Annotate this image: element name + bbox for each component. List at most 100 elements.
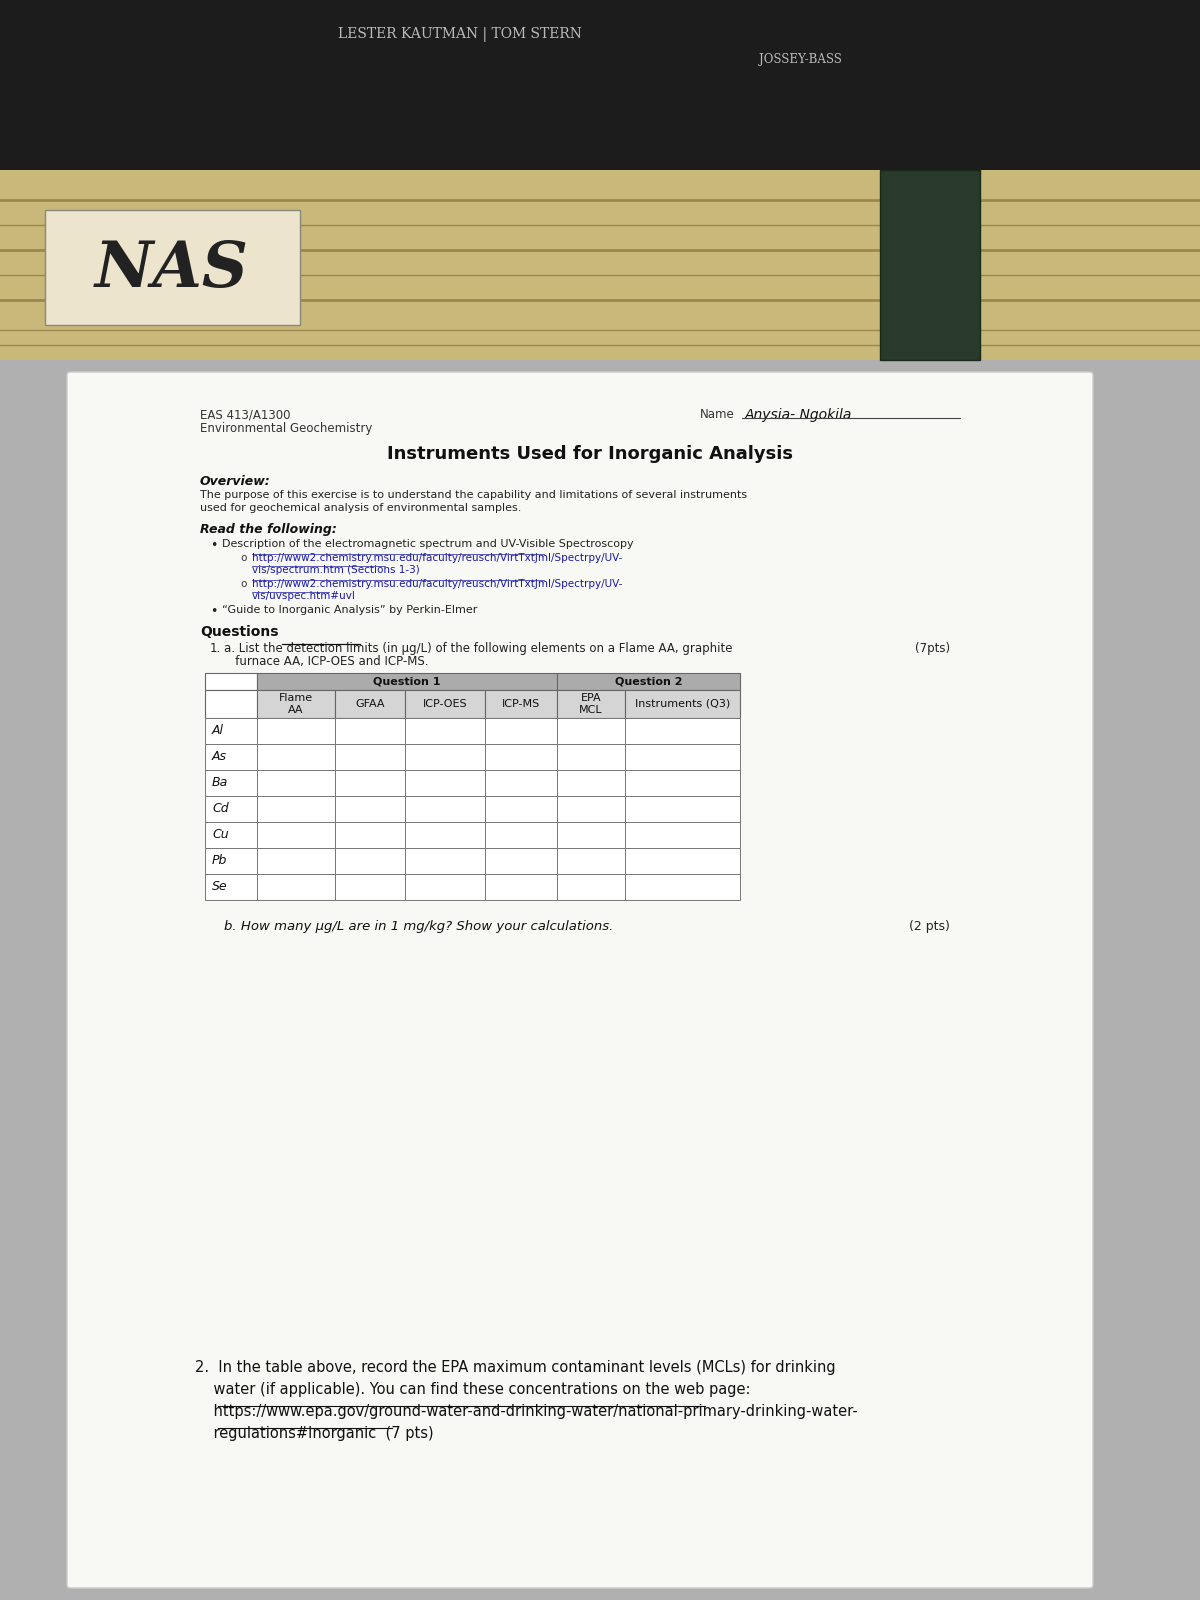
Bar	[557, 770, 625, 795]
Bar	[205, 744, 257, 770]
Text: o: o	[240, 579, 246, 589]
Text: EPA
MCL: EPA MCL	[580, 693, 602, 715]
Bar	[335, 744, 406, 770]
Text: Se: Se	[212, 880, 228, 893]
Text: http://www2.chemistry.msu.edu/faculty/reusch/VirtTxtJml/Spectrpy/UV-: http://www2.chemistry.msu.edu/faculty/re…	[252, 579, 623, 589]
Text: water (if applicable). You can find these concentrations on the web page:: water (if applicable). You can find thes…	[194, 1382, 750, 1397]
Bar	[205, 718, 257, 744]
Bar	[335, 690, 406, 718]
Text: http://www2.chemistry.msu.edu/faculty/reusch/VirtTxtJml/Spectrpy/UV-: http://www2.chemistry.msu.edu/faculty/re…	[252, 554, 623, 563]
Text: “Guide to Inorganic Analysis” by Perkin-Elmer: “Guide to Inorganic Analysis” by Perkin-…	[222, 605, 478, 614]
Text: (2 pts): (2 pts)	[910, 920, 950, 933]
Text: 2.  In the table above, record the EPA maximum contaminant levels (MCLs) for dri: 2. In the table above, record the EPA ma…	[194, 1360, 835, 1374]
Bar	[485, 795, 557, 822]
Bar	[335, 822, 406, 848]
Bar	[205, 874, 257, 899]
Text: Read the following:: Read the following:	[200, 523, 337, 536]
Text: JOSSEY-BASS: JOSSEY-BASS	[758, 53, 841, 67]
Text: a. List the detection limits (in μg/L) of the following elements on a Flame AA, : a. List the detection limits (in μg/L) o…	[224, 642, 732, 654]
Polygon shape	[46, 210, 300, 325]
Text: The purpose of this exercise is to understand the capability and limitations of : The purpose of this exercise is to under…	[200, 490, 748, 499]
Bar	[257, 718, 335, 744]
Bar	[406, 770, 485, 795]
Bar	[625, 848, 740, 874]
Text: Overview:: Overview:	[200, 475, 271, 488]
Text: Ba: Ba	[212, 776, 228, 789]
Bar	[335, 874, 406, 899]
Bar	[625, 690, 740, 718]
Bar	[406, 874, 485, 899]
Text: As: As	[212, 750, 227, 763]
Text: Instruments (Q3): Instruments (Q3)	[635, 699, 730, 709]
Bar	[205, 848, 257, 874]
Bar	[557, 795, 625, 822]
Text: LESTER KAUTMAN | TOM STERN: LESTER KAUTMAN | TOM STERN	[338, 27, 582, 43]
Bar	[557, 848, 625, 874]
Text: Name: Name	[700, 408, 734, 421]
Text: used for geochemical analysis of environmental samples.: used for geochemical analysis of environ…	[200, 502, 521, 514]
Bar	[406, 848, 485, 874]
Text: Question 2: Question 2	[614, 677, 683, 686]
Bar	[625, 770, 740, 795]
Text: EAS 413/A1300: EAS 413/A1300	[200, 408, 290, 421]
Bar	[557, 822, 625, 848]
Text: Cd: Cd	[212, 803, 229, 816]
Text: (7pts): (7pts)	[914, 642, 950, 654]
Bar	[257, 744, 335, 770]
Polygon shape	[0, 170, 1200, 360]
Text: Al: Al	[212, 725, 224, 738]
Bar	[557, 674, 740, 690]
Bar	[625, 795, 740, 822]
Text: Pb: Pb	[212, 854, 227, 867]
Bar	[257, 848, 335, 874]
Text: vis/spectrum.htm (Sections 1-3): vis/spectrum.htm (Sections 1-3)	[252, 565, 420, 574]
Text: NAS: NAS	[95, 240, 250, 301]
Bar	[485, 822, 557, 848]
Text: furnace AA, ICP-OES and ICP-MS.: furnace AA, ICP-OES and ICP-MS.	[224, 654, 428, 669]
FancyBboxPatch shape	[67, 371, 1093, 1587]
Bar	[335, 795, 406, 822]
Bar	[625, 822, 740, 848]
Bar	[485, 718, 557, 744]
Text: Question 1: Question 1	[373, 677, 440, 686]
Bar	[557, 690, 625, 718]
Bar	[485, 690, 557, 718]
Text: Instruments Used for Inorganic Analysis: Instruments Used for Inorganic Analysis	[386, 445, 793, 462]
Text: regulations#Inorganic  (7 pts): regulations#Inorganic (7 pts)	[194, 1426, 433, 1442]
Bar	[257, 770, 335, 795]
Bar	[257, 822, 335, 848]
Bar	[485, 770, 557, 795]
Bar	[335, 848, 406, 874]
Text: Flame
AA: Flame AA	[278, 693, 313, 715]
Bar	[335, 718, 406, 744]
Bar	[406, 744, 485, 770]
Bar	[557, 744, 625, 770]
Text: ICP-MS: ICP-MS	[502, 699, 540, 709]
Text: Description of the electromagnetic spectrum and UV-Visible Spectroscopy: Description of the electromagnetic spect…	[222, 539, 634, 549]
Text: GFAA: GFAA	[355, 699, 385, 709]
Polygon shape	[0, 0, 1200, 170]
Bar	[406, 795, 485, 822]
Text: b. How many μg/L are in 1 mg/kg? Show your calculations.: b. How many μg/L are in 1 mg/kg? Show yo…	[224, 920, 613, 933]
Text: Cu: Cu	[212, 829, 229, 842]
Text: ICP-OES: ICP-OES	[422, 699, 467, 709]
Text: Questions: Questions	[200, 626, 278, 638]
Bar	[625, 874, 740, 899]
Bar	[485, 848, 557, 874]
Bar	[257, 874, 335, 899]
Bar	[485, 874, 557, 899]
Text: o: o	[240, 554, 246, 563]
Bar	[406, 822, 485, 848]
Bar	[625, 718, 740, 744]
Bar	[205, 690, 257, 718]
Bar	[257, 674, 557, 690]
Text: •: •	[210, 605, 217, 618]
Bar	[205, 795, 257, 822]
Text: Environmental Geochemistry: Environmental Geochemistry	[200, 422, 372, 435]
Text: •: •	[210, 539, 217, 552]
Text: vis/uvspec.htm#uvl: vis/uvspec.htm#uvl	[252, 590, 356, 602]
Text: 1.: 1.	[210, 642, 221, 654]
Polygon shape	[880, 170, 980, 360]
Bar	[557, 874, 625, 899]
Bar	[406, 690, 485, 718]
